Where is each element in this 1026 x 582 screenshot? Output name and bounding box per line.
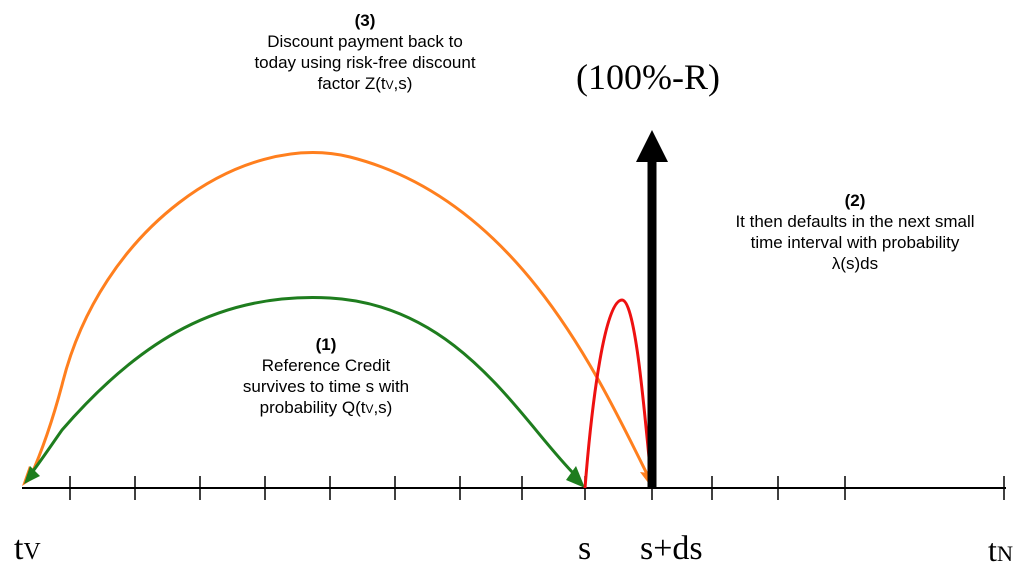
step2-line3: λ(s)ds	[831, 254, 879, 273]
step2-line2: time interval with probability	[750, 233, 960, 252]
step2-line1: It then defaults in the next small	[735, 212, 975, 231]
survival-arrowhead-right	[566, 466, 585, 488]
step3-annotation: (3) Discount payment back to today using…	[200, 10, 530, 94]
axis-label-start-sub: V	[23, 539, 41, 565]
step1-line2: survives to time s with	[242, 377, 410, 396]
survival-arrowhead-left	[24, 466, 40, 484]
step1-line3-sub: V	[365, 402, 374, 416]
axis-label-end-main: t	[988, 532, 997, 568]
axis-label-end: tN	[988, 532, 1013, 569]
step1-annotation: (1) Reference Credit survives to time s …	[196, 334, 456, 418]
step2-annotation: (2) It then defaults in the next small t…	[690, 190, 1020, 274]
payoff-arrowhead	[636, 130, 668, 162]
axis-label-s: s	[578, 530, 592, 567]
step2-number: (2)	[844, 191, 866, 210]
step1-line1: Reference Credit	[261, 356, 391, 375]
axis-label-end-sub: N	[996, 541, 1014, 566]
axis-label-s-ds: s+ds	[640, 530, 703, 567]
step3-line3-sub: V	[385, 78, 394, 92]
step1-line3-prefix: probability Q(t	[259, 398, 366, 417]
step1-number: (1)	[315, 335, 337, 354]
step3-line1: Discount payment back to	[267, 32, 463, 51]
step3-number: (3)	[354, 11, 376, 30]
survival-arc	[28, 295, 578, 478]
step3-line2: today using risk-free discount	[254, 53, 476, 72]
step3-line3-suffix: ,s)	[393, 74, 413, 93]
step1-line3-suffix: ,s)	[373, 398, 393, 417]
payoff-label: (100%-R)	[576, 57, 720, 97]
default-density-spike	[583, 298, 654, 489]
axis-label-start: tV	[14, 530, 41, 568]
axis-label-start-main: t	[14, 530, 24, 567]
step3-line3-prefix: factor Z(t	[317, 74, 386, 93]
discount-arc	[28, 151, 654, 485]
